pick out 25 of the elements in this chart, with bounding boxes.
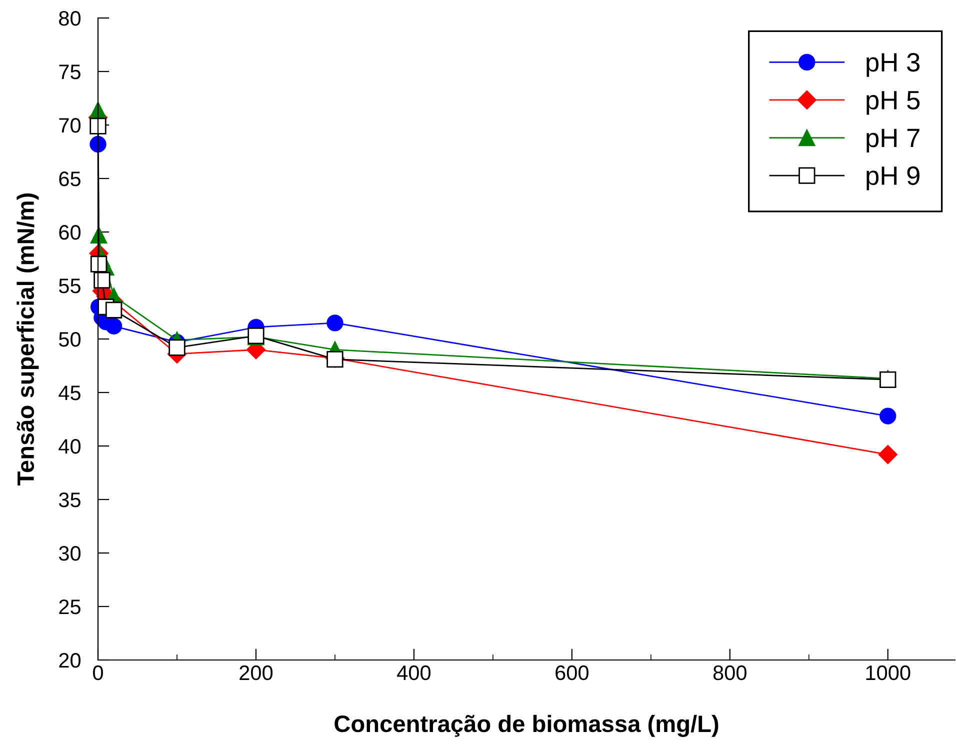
y-axis-title: Tensão superficial (mN/m) [16,193,39,486]
y-tick-label: 60 [59,225,81,240]
legend-label: pH 9 [866,166,920,190]
y-tick-label: 30 [58,546,81,561]
y-tick-label: 80 [59,11,81,26]
legend-label: pH 7 [866,128,920,152]
y-tick-label: 45 [58,386,80,400]
y-tick-label: 65 [59,172,80,186]
y-tick-label: 50 [58,332,81,347]
x-tick-label: 800 [713,665,746,680]
y-tick-label: 75 [59,64,80,80]
legend-label: pH 3 [866,53,920,77]
y-tick-label: 70 [59,118,81,133]
x-tick-label: 400 [397,665,431,680]
y-tick-label: 35 [58,492,80,508]
y-tick-label: 55 [58,278,80,294]
x-tick-label: 1000 [866,665,910,680]
x-axis-title: Concentração de biomassa (mg/L) [334,714,718,737]
y-tick-label: 40 [58,439,81,454]
x-tick-label: 0 [93,665,103,680]
legend-label: pH 5 [866,91,920,115]
x-tick-label: 200 [240,665,273,680]
y-tick-label: 25 [59,600,80,614]
y-tick-label: 20 [59,653,81,668]
x-tick-label: 600 [556,665,588,680]
